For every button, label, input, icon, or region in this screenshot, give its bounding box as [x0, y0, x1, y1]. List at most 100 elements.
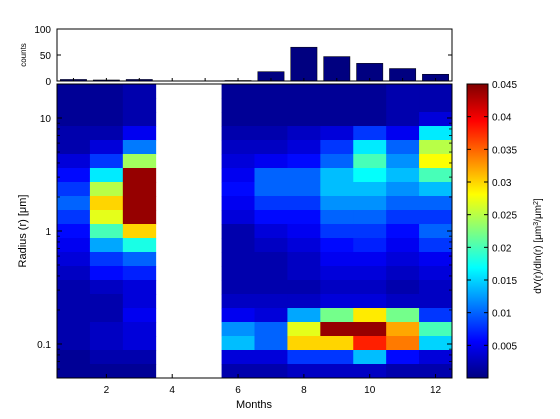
heatmap-cell [320, 224, 354, 239]
heatmap-cell [57, 126, 91, 141]
heatmap-cell [254, 168, 288, 183]
heatmap-cell [254, 210, 288, 225]
colorbar-tick-label: 0.005 [492, 341, 517, 352]
heatmap-cell [320, 168, 354, 183]
counts-y-axis-label: counts [19, 43, 28, 67]
heatmap-cell [386, 140, 420, 155]
heatmap-cell [89, 336, 124, 351]
heatmap-cell [353, 252, 387, 267]
heatmap-cell [221, 210, 255, 225]
heatmap-cell [353, 308, 387, 323]
colorbar-tick-label: 0.01 [492, 309, 512, 320]
heatmap-cell [122, 224, 157, 239]
heatmap-cell [320, 182, 354, 197]
heatmap-cell [320, 126, 354, 141]
heatmap-cell [254, 154, 288, 169]
heatmap-cell [287, 196, 321, 211]
heatmap-cell [254, 196, 288, 211]
heatmap-cell [57, 182, 91, 197]
heatmap-cell [419, 182, 453, 197]
heatmap-cell [89, 196, 124, 211]
heatmap-cell [254, 98, 288, 113]
heatmap-cell [57, 224, 91, 239]
heatmap-cell [122, 98, 157, 113]
count-bar [290, 46, 318, 82]
heatmap-cell [320, 112, 354, 127]
heatmap-cell [89, 126, 124, 141]
heatmap-cell [386, 322, 420, 337]
heatmap-cell [419, 196, 453, 211]
heatmap-cell [320, 140, 354, 155]
heatmap-cell [122, 252, 157, 267]
heatmap-cell [419, 168, 453, 183]
heatmap-cell [386, 294, 420, 309]
heatmap-cell [353, 238, 387, 253]
heatmap-cell [320, 210, 354, 225]
heatmap-cell [89, 280, 124, 295]
heatmap-cell [89, 252, 124, 267]
heatmap-cell [419, 364, 453, 379]
heatmap-cell [353, 196, 387, 211]
heatmap-cell [89, 294, 124, 309]
heatmap-cell [353, 140, 387, 155]
heatmap-cell [122, 294, 157, 309]
colorbar-tick-label: 0.03 [492, 178, 512, 189]
heatmap-cell [57, 98, 91, 113]
heatmap-y-tick-label: 10 [40, 114, 52, 125]
heatmap-cell [254, 336, 288, 351]
heatmap-cell [287, 84, 321, 99]
heatmap-cell [122, 238, 157, 253]
counts-y-tick-label: 0 [45, 77, 51, 88]
heatmap-cell [89, 182, 124, 197]
colorbar-tick-label: 0.02 [492, 243, 512, 254]
heatmap-cell [419, 98, 453, 113]
heatmap-cell [89, 84, 124, 99]
heatmap-cell [57, 140, 91, 155]
heatmap-cell [221, 350, 255, 365]
heatmap-cell [122, 154, 157, 169]
heatmap-cell [57, 210, 91, 225]
heatmap-x-tick-label: 4 [169, 385, 175, 396]
heatmap-cell [221, 294, 255, 309]
colorbar-ticks: 0.005 0.01 0.015 0.02 0.025 0.03 0.035 0.04 0.04… [467, 80, 517, 352]
heatmap-cell [221, 252, 255, 267]
heatmap-y-ticks: 0.1 1 10 [37, 83, 452, 379]
heatmap-cell [254, 112, 288, 127]
heatmap-cell [386, 350, 420, 365]
heatmap-cell [57, 252, 91, 267]
heatmap-cell [386, 252, 420, 267]
colorbar-label: dV(r)/dln(r) [μm3/μm2] [533, 198, 545, 294]
heatmap-cell [353, 224, 387, 239]
heatmap-x-tick-label: 12 [430, 385, 442, 396]
heatmap-cell [89, 266, 124, 281]
heatmap-cell [386, 266, 420, 281]
heatmap-cell [57, 266, 91, 281]
heatmap-cell [221, 196, 255, 211]
heatmap-cell [254, 308, 288, 323]
heatmap-cell [386, 84, 420, 99]
heatmap-cell [89, 154, 124, 169]
heatmap-cell [320, 336, 354, 351]
heatmap-cell [287, 182, 321, 197]
heatmap-cell [386, 210, 420, 225]
heatmap-cell [320, 196, 354, 211]
heatmap-cell [386, 280, 420, 295]
heatmap-cell [221, 154, 255, 169]
colorbar-tick-label: 0.035 [492, 145, 517, 156]
heatmap-cell [386, 364, 420, 379]
heatmap-cell [353, 294, 387, 309]
heatmap-cell [254, 294, 288, 309]
heatmap-cell [320, 308, 354, 323]
heatmap-cell [122, 112, 157, 127]
heatmap-cell [89, 238, 124, 253]
heatmap-cell [419, 84, 453, 99]
size-distribution-heatmap: 2 4 6 8 10 12 0.1 1 10 Months Radius (r) [μm] [17, 83, 453, 411]
heatmap-cell [419, 112, 453, 127]
heatmap-cell [57, 112, 91, 127]
heatmap-cell [419, 140, 453, 155]
heatmap-cell [89, 140, 124, 155]
heatmap-cell [320, 364, 354, 379]
heatmap-cell [122, 336, 157, 351]
heatmap-cell [122, 140, 157, 155]
heatmap-cell [419, 252, 453, 267]
